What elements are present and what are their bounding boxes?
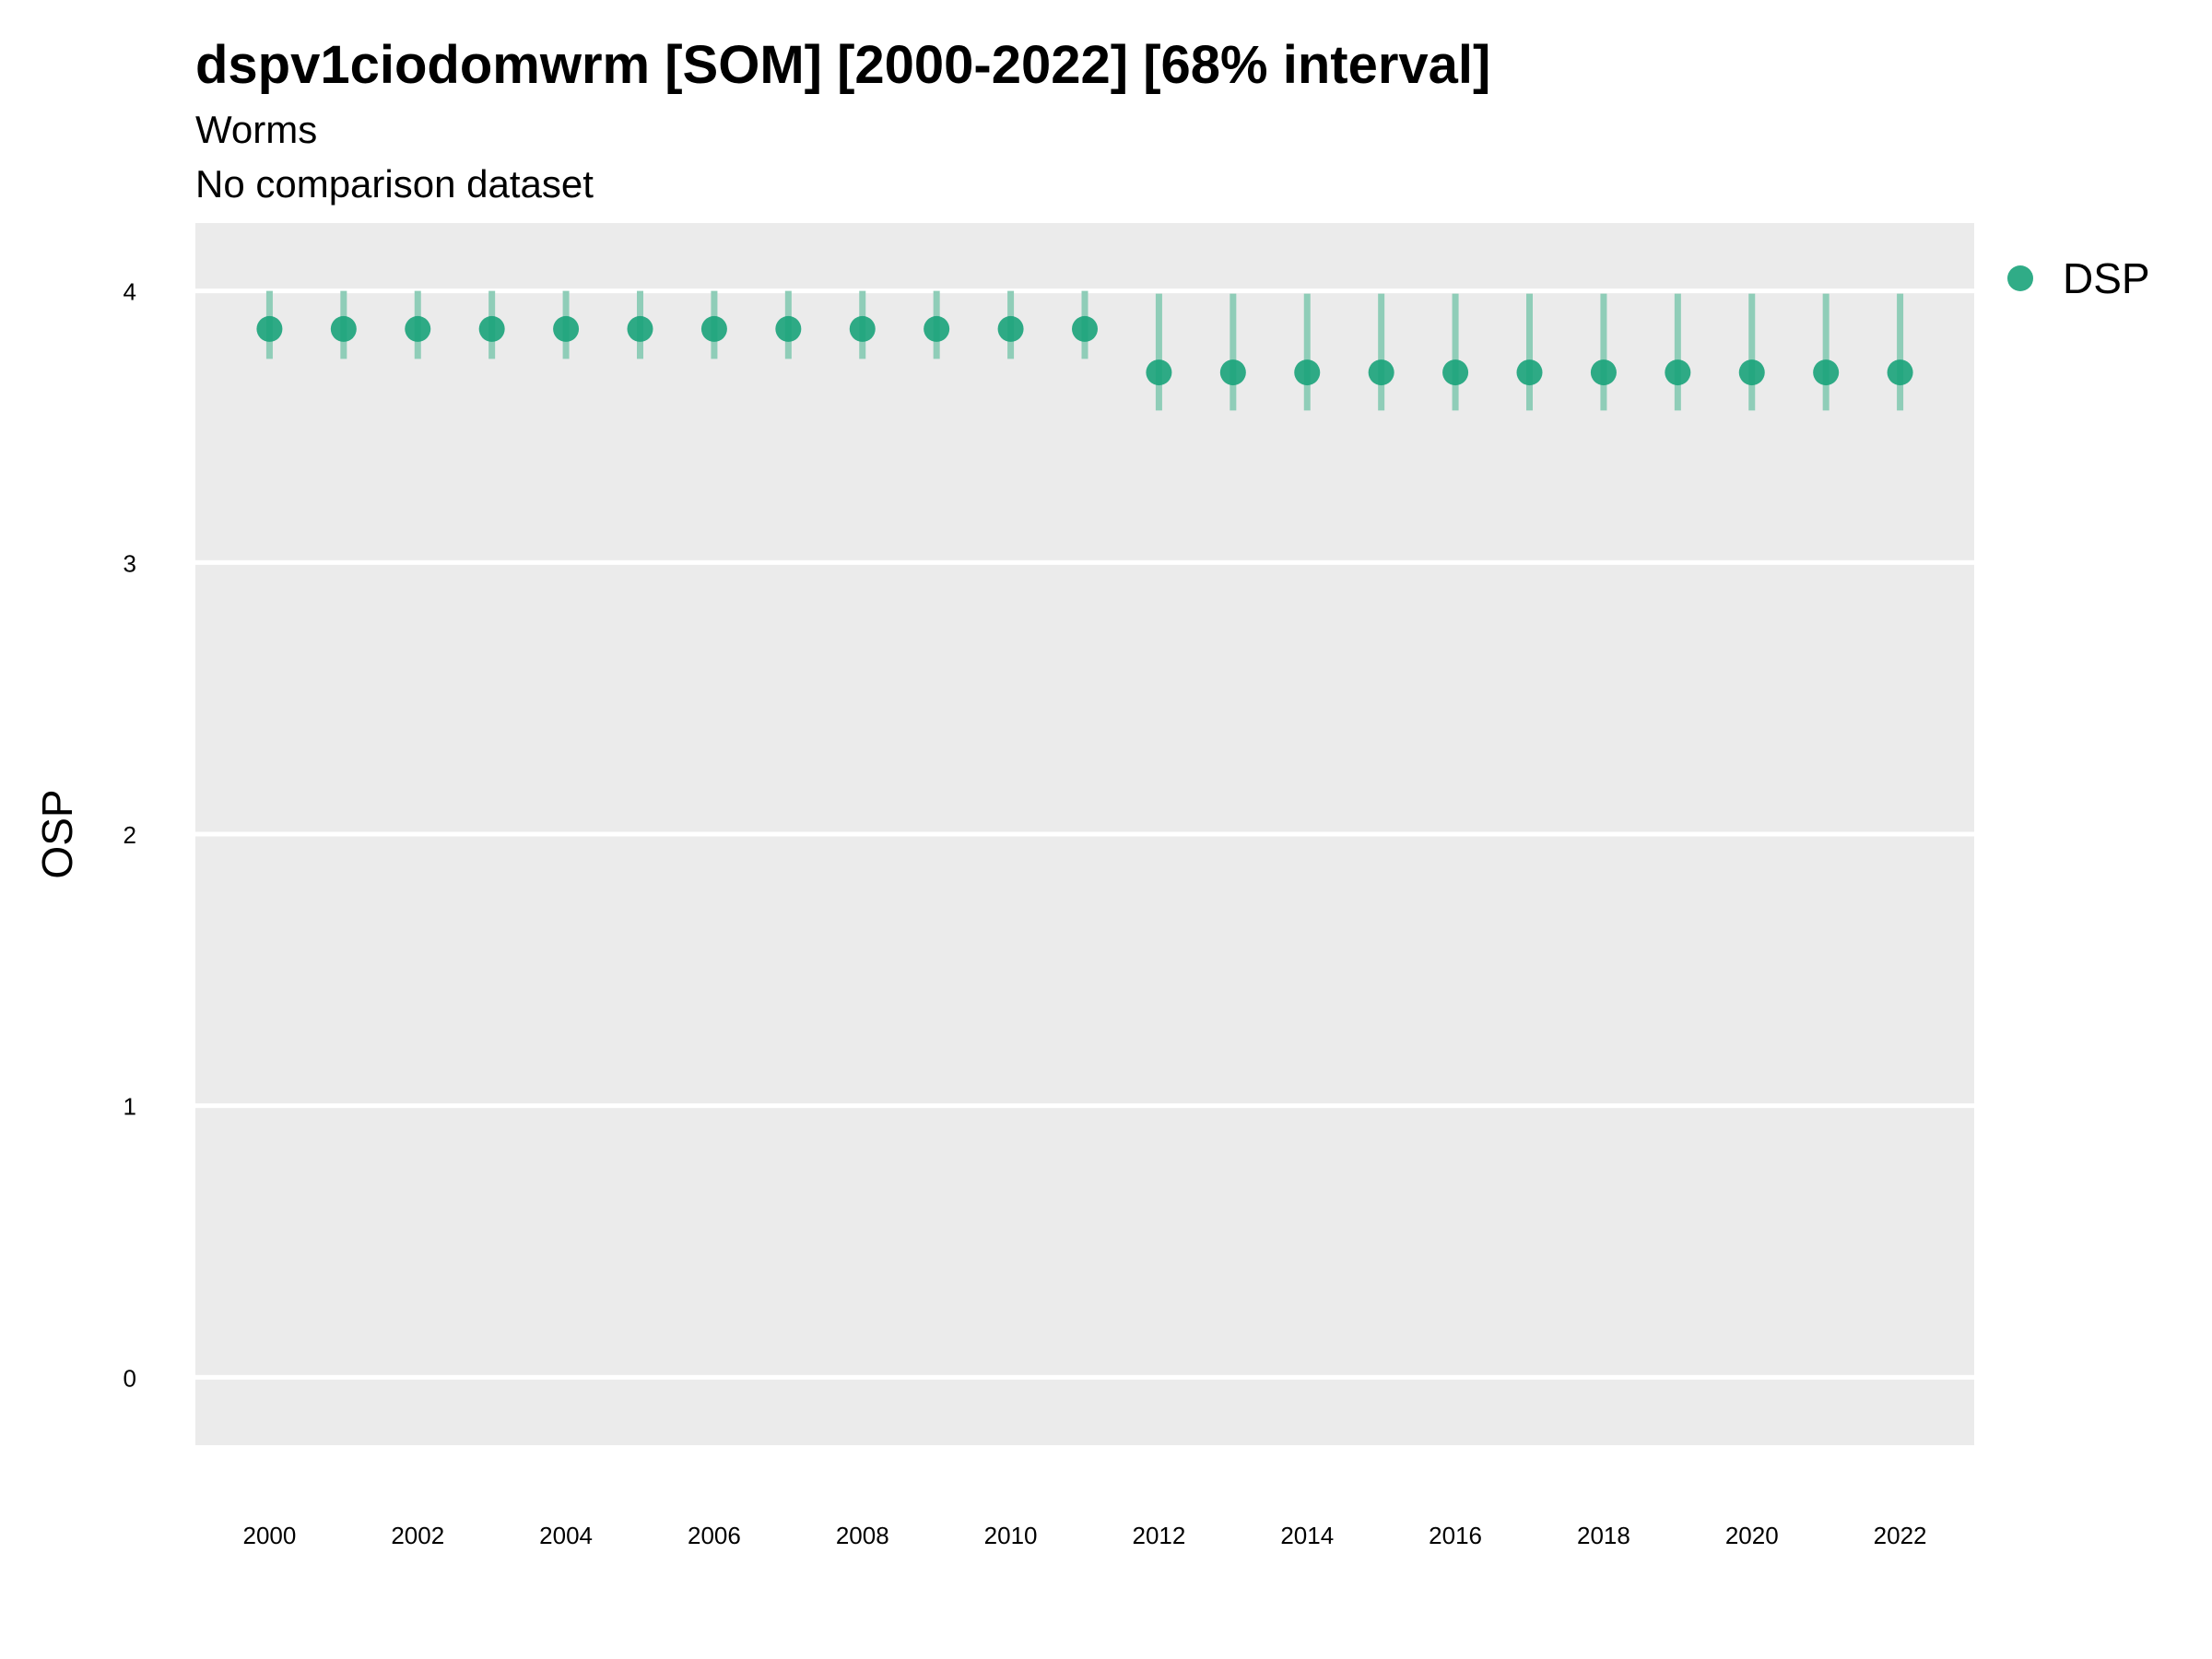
legend: DSP bbox=[2007, 254, 2150, 302]
data-point bbox=[1368, 359, 1394, 386]
x-tick-label: 2016 bbox=[1429, 1522, 1482, 1549]
y-tick-label: 2 bbox=[124, 821, 136, 849]
y-tick-labels: 0 1 2 3 4 bbox=[124, 278, 136, 1393]
x-tick-label: 2020 bbox=[1725, 1522, 1779, 1549]
data-points bbox=[256, 315, 1913, 386]
data-point bbox=[405, 315, 431, 342]
data-point bbox=[478, 315, 505, 342]
x-tick-label: 2002 bbox=[391, 1522, 444, 1549]
data-point bbox=[997, 315, 1024, 342]
y-tick-label: 1 bbox=[124, 1093, 136, 1121]
x-tick-label: 2008 bbox=[836, 1522, 889, 1549]
data-point bbox=[553, 315, 580, 342]
data-point bbox=[1738, 359, 1765, 386]
data-point bbox=[1146, 359, 1172, 386]
x-tick-label: 2004 bbox=[539, 1522, 593, 1549]
grid-lines bbox=[195, 288, 1974, 1380]
x-tick-label: 2012 bbox=[1132, 1522, 1185, 1549]
data-point bbox=[1219, 359, 1246, 386]
data-point bbox=[330, 315, 357, 342]
y-tick-label: 4 bbox=[124, 278, 136, 306]
x-tick-label: 2010 bbox=[984, 1522, 1038, 1549]
x-tick-label: 2014 bbox=[1280, 1522, 1334, 1549]
data-point bbox=[1590, 359, 1617, 386]
data-point bbox=[1887, 359, 1913, 386]
y-tick-label: 3 bbox=[124, 549, 136, 577]
y-tick-label: 0 bbox=[124, 1364, 136, 1392]
data-point bbox=[1813, 359, 1840, 386]
data-point bbox=[700, 315, 727, 342]
x-tick-label: 2006 bbox=[688, 1522, 741, 1549]
data-point bbox=[1072, 315, 1098, 342]
legend-label-dsp: DSP bbox=[2063, 254, 2150, 302]
data-point bbox=[256, 315, 283, 342]
data-point bbox=[1442, 359, 1469, 386]
legend-key-dsp bbox=[2007, 265, 2033, 291]
x-tick-label: 2018 bbox=[1577, 1522, 1630, 1549]
data-point bbox=[1294, 359, 1321, 386]
data-point bbox=[924, 315, 950, 342]
data-point bbox=[849, 315, 876, 342]
x-tick-labels: 2000 2002 2004 2006 2008 2010 2012 2014 2016 2018… bbox=[242, 1522, 1926, 1549]
data-point bbox=[1516, 359, 1543, 386]
y-axis-label: OSP bbox=[33, 789, 81, 878]
x-tick-label: 2022 bbox=[1874, 1522, 1927, 1549]
chart-subtitle: Worms bbox=[195, 108, 317, 151]
data-point bbox=[627, 315, 653, 342]
chart-caption: No comparison dataset bbox=[195, 162, 594, 206]
data-point bbox=[775, 315, 802, 342]
x-tick-label: 2000 bbox=[242, 1522, 296, 1549]
chart-title: dspv1ciodomwrm [SOM] [2000-2022] [68% in… bbox=[195, 35, 1490, 95]
data-point bbox=[1665, 359, 1691, 386]
